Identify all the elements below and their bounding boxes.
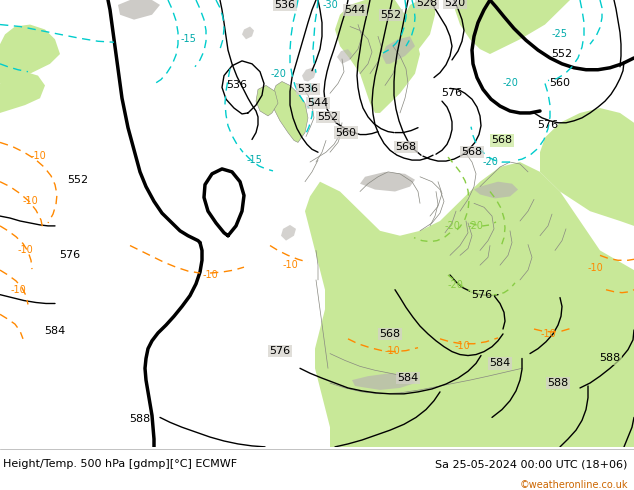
Text: 588: 588 [599,353,621,364]
Polygon shape [118,0,160,20]
Text: 568: 568 [379,329,401,339]
Text: 560: 560 [335,127,356,138]
Text: 576: 576 [60,250,81,260]
Text: 544: 544 [307,98,328,108]
Text: 576: 576 [472,290,493,300]
Text: -25: -25 [552,29,568,39]
Polygon shape [335,0,420,113]
Text: 552: 552 [67,175,89,185]
Text: -10: -10 [384,345,400,356]
Text: 568: 568 [491,135,512,146]
Polygon shape [302,68,316,81]
Text: -10: -10 [540,329,556,339]
Text: -10: -10 [587,263,603,273]
Text: 576: 576 [538,120,559,130]
Text: 528: 528 [417,0,437,8]
Text: 536: 536 [297,84,318,95]
Text: 584: 584 [489,358,510,368]
Text: 536: 536 [275,0,295,10]
Text: -20: -20 [447,280,463,290]
Polygon shape [0,24,60,83]
Text: -20: -20 [444,221,460,231]
Text: ©weatheronline.co.uk: ©weatheronline.co.uk [519,480,628,490]
Text: Sa 25-05-2024 00:00 UTC (18+06): Sa 25-05-2024 00:00 UTC (18+06) [436,459,628,469]
Polygon shape [305,162,634,447]
Text: -10: -10 [202,270,218,280]
Polygon shape [360,172,415,192]
Polygon shape [474,182,518,198]
Text: 536: 536 [226,80,247,91]
Text: -20: -20 [502,78,518,89]
Text: 576: 576 [441,88,463,98]
Polygon shape [382,36,415,64]
Polygon shape [242,26,254,39]
Text: -10: -10 [454,341,470,351]
Text: 568: 568 [462,147,482,157]
Polygon shape [281,225,296,241]
Polygon shape [330,354,634,447]
Text: 588: 588 [547,378,569,388]
Polygon shape [393,0,435,74]
Text: -30: -30 [322,0,338,10]
Polygon shape [540,108,634,226]
Polygon shape [0,72,45,113]
Text: -20: -20 [482,157,498,167]
Text: 560: 560 [550,78,571,89]
Polygon shape [352,373,415,390]
Polygon shape [337,49,352,64]
Text: 544: 544 [344,5,366,15]
Text: -20: -20 [467,221,483,231]
Text: -10: -10 [10,285,26,295]
Text: 584: 584 [398,373,418,383]
Text: -10: -10 [30,151,46,161]
Text: 576: 576 [269,345,290,356]
Polygon shape [455,0,570,54]
Text: 552: 552 [318,112,339,122]
Text: 552: 552 [552,49,573,59]
Polygon shape [272,81,308,143]
Text: -10: -10 [17,245,33,255]
Text: 588: 588 [129,415,151,424]
Text: 568: 568 [396,142,417,152]
Text: -10: -10 [22,196,38,206]
Text: -20: -20 [270,69,286,79]
Text: -15: -15 [246,155,262,165]
Text: 584: 584 [44,326,66,336]
Text: Height/Temp. 500 hPa [gdmp][°C] ECMWF: Height/Temp. 500 hPa [gdmp][°C] ECMWF [3,459,237,469]
Text: -15: -15 [180,34,196,44]
Text: -10: -10 [282,260,298,270]
Text: 520: 520 [444,0,465,8]
Text: 552: 552 [380,10,401,20]
Polygon shape [256,85,278,116]
